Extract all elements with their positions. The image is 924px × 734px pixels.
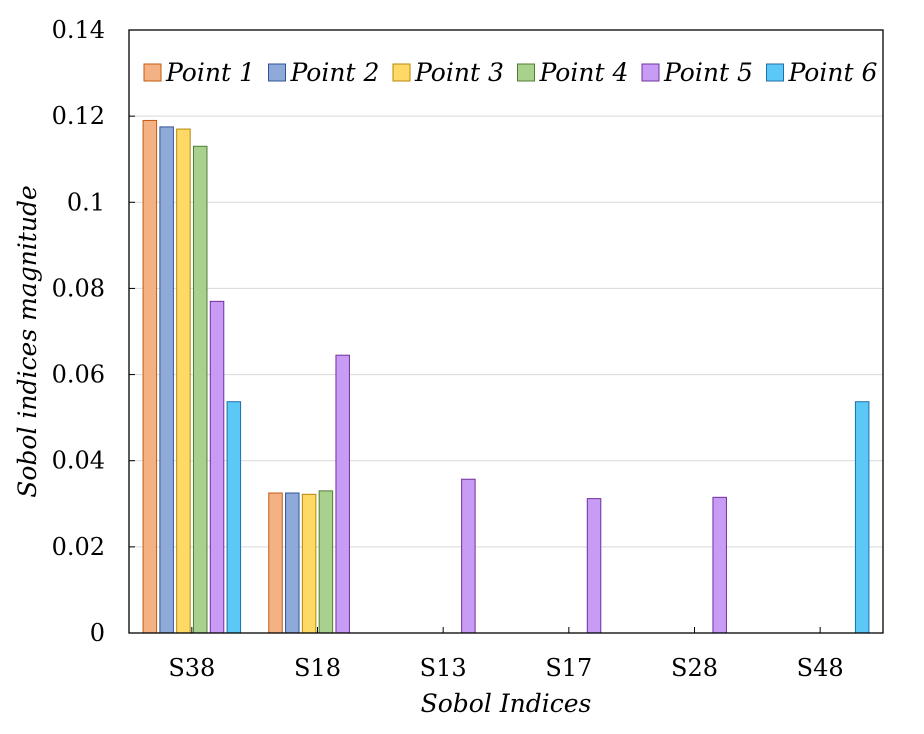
bar-s18-point-1	[268, 492, 283, 634]
bar-s28-point-5	[712, 496, 727, 634]
x-tick-label: S13	[420, 654, 467, 682]
y-tick-label: 0.04	[52, 447, 105, 475]
bar-s17-point-5	[586, 498, 602, 634]
bar-s18-point-4	[318, 490, 334, 634]
y-tick-label: 0.08	[52, 274, 105, 302]
y-tick-label: 0	[90, 619, 105, 647]
x-tick-label: S18	[294, 654, 341, 682]
y-tick-label: 0.14	[52, 16, 105, 44]
legend-swatch-point-3	[392, 63, 411, 82]
x-tick-label: S48	[797, 654, 844, 682]
legend-label-point-2: Point 2	[290, 58, 380, 87]
legend-swatch-point-1	[143, 63, 162, 82]
legend-label-point-4: Point 4	[539, 58, 629, 87]
legend-label-point-6: Point 6	[788, 58, 878, 87]
bar-s38-point-2	[159, 126, 174, 634]
bar-s18-point-5	[335, 354, 350, 634]
y-tick-label: 0.06	[52, 361, 105, 389]
y-tick-label: 0.1	[67, 188, 105, 216]
bar-s18-point-2	[285, 492, 300, 634]
y-tick-label: 0.02	[52, 533, 105, 561]
bar-s18-point-3	[301, 493, 317, 634]
x-axis-title: Sobol Indices	[421, 689, 592, 718]
bar-s38-point-3	[176, 128, 191, 634]
y-axis: 0 0.02 0.04 0.06 0.08 0.1 0.12 0.14	[52, 16, 135, 647]
y-tick-label: 0.12	[52, 102, 105, 130]
bar-s38-point-5	[209, 300, 225, 634]
x-tick-label: S28	[671, 654, 718, 682]
legend-swatch-point-5	[641, 63, 660, 82]
legend-swatch-point-2	[268, 63, 286, 82]
legend-label-point-1: Point 1	[165, 58, 255, 87]
plot-area-frame	[128, 29, 884, 634]
legend-label-point-5: Point 5	[663, 58, 753, 87]
bar-s38-point-6	[226, 401, 242, 634]
legend-swatch-point-4	[517, 63, 535, 82]
bar-s38-point-4	[192, 145, 208, 634]
legend: Point 1 Point 2 Point 3 Point 4 Point 5 Point…	[143, 58, 878, 87]
legend-swatch-point-6	[766, 63, 784, 82]
x-axis: S38 S18 S13 S17 S28 S48	[168, 627, 844, 682]
gridlines	[129, 115, 883, 548]
bars	[142, 119, 870, 634]
legend-label-point-3: Point 3	[414, 58, 504, 87]
x-tick-label: S17	[545, 654, 592, 682]
x-tick-label: S38	[168, 654, 215, 682]
bar-s13-point-5	[461, 478, 476, 634]
bar-s48-point-6	[854, 401, 870, 634]
y-axis-title: Sobol indices magnitude	[13, 185, 42, 498]
bar-s38-point-1	[142, 119, 158, 634]
